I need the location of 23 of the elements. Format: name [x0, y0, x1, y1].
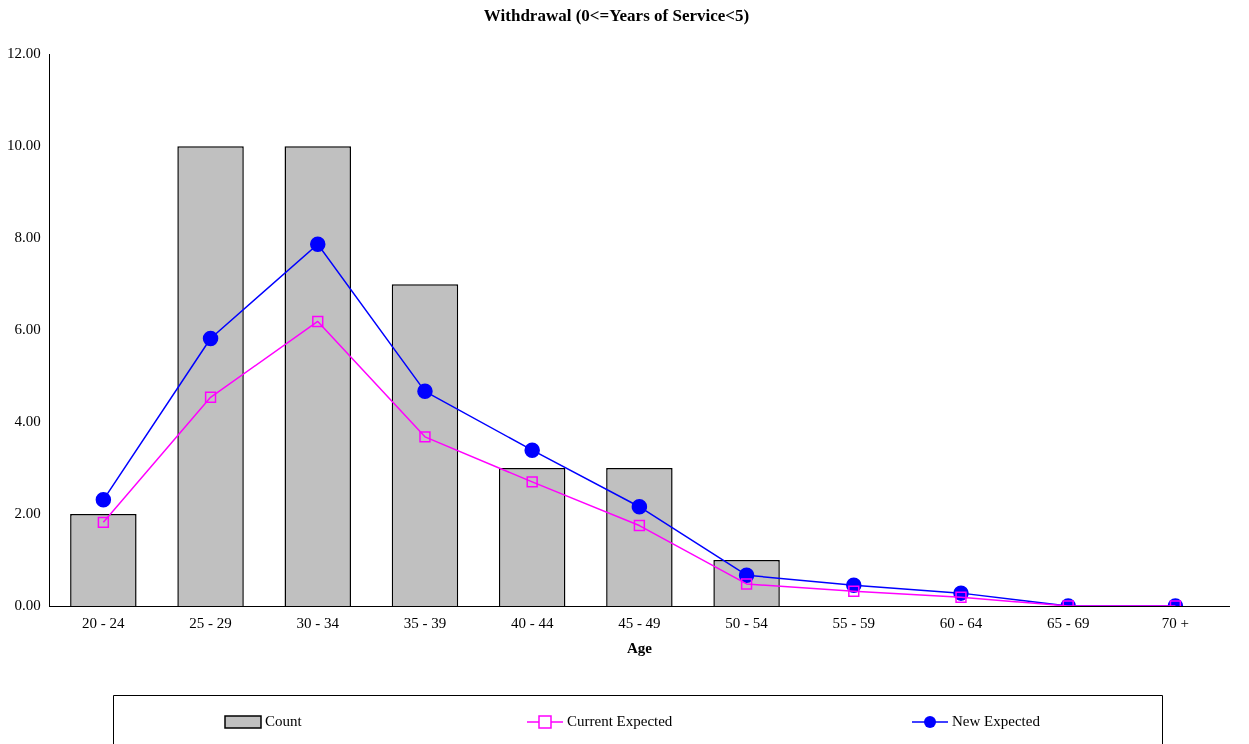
x-tick-label: 60 - 64: [939, 614, 983, 631]
y-tick-label: 8.00: [14, 229, 41, 246]
y-tick-label: 6.00: [14, 321, 41, 338]
x-tick-label: 65 - 69: [1046, 614, 1090, 631]
x-axis-title: Age: [626, 639, 653, 656]
x-tick-label: 40 - 44: [510, 614, 554, 631]
y-tick-label: 12.00: [7, 45, 41, 62]
legend-label: New Expected: [952, 712, 1041, 729]
legend-label: Count: [265, 712, 303, 729]
y-tick-label: 2.00: [14, 505, 41, 521]
y-tick-label: 10.00: [7, 137, 41, 154]
x-tick-label: 20 - 24: [82, 614, 126, 631]
x-tick-label: 70 +: [1161, 614, 1190, 631]
x-tick-label: 35 - 39: [403, 614, 447, 631]
legend-label: Current Expected: [567, 712, 673, 729]
chart-title: Withdrawal (0<=Years of Service<5): [483, 5, 750, 25]
y-tick-label: 0.00: [14, 596, 41, 613]
x-tick-label: 45 - 49: [618, 614, 661, 631]
y-tick-label: 4.00: [14, 413, 41, 430]
x-tick-label: 55 - 59: [832, 614, 876, 631]
x-tick-label: 30 - 34: [296, 614, 340, 631]
x-tick-label: 50 - 54: [725, 614, 769, 631]
x-tick-label: 25 - 29: [189, 614, 232, 631]
